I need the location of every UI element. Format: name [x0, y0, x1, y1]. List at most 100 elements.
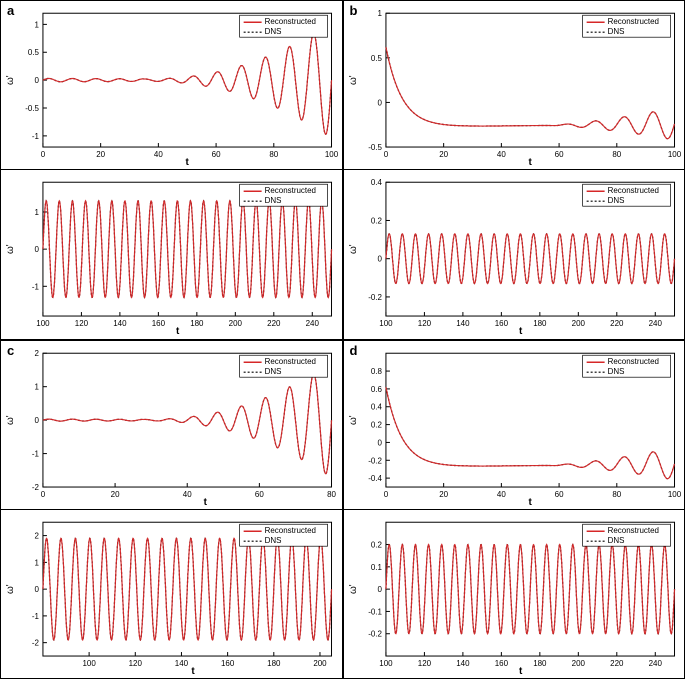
- svg-text:240: 240: [648, 319, 662, 328]
- svg-text:180: 180: [533, 319, 547, 328]
- svg-text:Reconstructed: Reconstructed: [607, 17, 658, 26]
- panel-label-b: b: [350, 3, 358, 18]
- svg-text:0: 0: [383, 150, 388, 159]
- svg-text:-2: -2: [32, 638, 40, 647]
- svg-text:t: t: [191, 666, 195, 677]
- svg-text:60: 60: [255, 490, 264, 499]
- svg-text:DNS: DNS: [607, 536, 624, 545]
- svg-text:1: 1: [35, 20, 40, 29]
- svg-text:ω': ω': [5, 584, 16, 594]
- svg-text:200: 200: [571, 659, 585, 668]
- svg-text:0.1: 0.1: [370, 563, 382, 572]
- svg-text:Reconstructed: Reconstructed: [607, 526, 658, 535]
- svg-text:-0.5: -0.5: [25, 104, 39, 113]
- svg-text:0: 0: [35, 585, 40, 594]
- svg-text:0: 0: [383, 490, 388, 499]
- svg-text:140: 140: [175, 659, 189, 668]
- svg-text:-1: -1: [32, 283, 40, 292]
- panel-a-top: 020406080100-1-0.500.51tω'ReconstructedD…: [1, 1, 342, 169]
- svg-text:200: 200: [313, 659, 327, 668]
- svg-text:Reconstructed: Reconstructed: [607, 357, 658, 366]
- svg-text:160: 160: [494, 659, 508, 668]
- svg-text:ω': ω': [347, 244, 358, 254]
- svg-text:80: 80: [612, 150, 621, 159]
- svg-text:40: 40: [496, 490, 505, 499]
- svg-text:0: 0: [41, 150, 46, 159]
- svg-text:ω': ω': [347, 75, 358, 85]
- panel-d: d 020406080100-0.4-0.200.20.40.60.8tω'Re…: [343, 340, 685, 679]
- svg-text:DNS: DNS: [607, 27, 624, 36]
- svg-text:160: 160: [152, 319, 166, 328]
- panel-c: c 020406080-2-1012tω'ReconstructedDNS 10…: [0, 340, 343, 679]
- svg-text:160: 160: [494, 319, 508, 328]
- svg-text:DNS: DNS: [265, 536, 282, 545]
- svg-text:Reconstructed: Reconstructed: [265, 17, 316, 26]
- svg-text:100: 100: [379, 659, 393, 668]
- svg-text:200: 200: [229, 319, 243, 328]
- svg-text:120: 120: [417, 659, 431, 668]
- svg-text:0.2: 0.2: [370, 540, 382, 549]
- svg-text:40: 40: [154, 150, 163, 159]
- svg-text:DNS: DNS: [607, 367, 624, 376]
- svg-text:160: 160: [221, 659, 235, 668]
- svg-text:0.5: 0.5: [370, 54, 382, 63]
- svg-text:Reconstructed: Reconstructed: [265, 357, 316, 366]
- svg-text:-1: -1: [32, 449, 40, 458]
- svg-text:-2: -2: [32, 483, 40, 492]
- svg-text:240: 240: [306, 319, 320, 328]
- svg-text:ω': ω': [5, 244, 16, 254]
- svg-text:DNS: DNS: [265, 196, 282, 205]
- svg-text:220: 220: [610, 319, 624, 328]
- svg-text:20: 20: [96, 150, 105, 159]
- svg-text:-1: -1: [32, 612, 40, 621]
- svg-text:120: 120: [417, 319, 431, 328]
- panel-b-top: 020406080100-0.500.51tω'ReconstructedDNS: [344, 1, 685, 169]
- svg-text:100: 100: [325, 150, 339, 159]
- svg-text:0.4: 0.4: [370, 402, 382, 411]
- svg-text:180: 180: [267, 659, 281, 668]
- svg-text:80: 80: [327, 490, 336, 499]
- svg-text:0.8: 0.8: [370, 367, 382, 376]
- svg-text:60: 60: [212, 150, 221, 159]
- svg-text:0.2: 0.2: [370, 217, 382, 226]
- svg-text:20: 20: [439, 490, 448, 499]
- svg-text:120: 120: [75, 319, 89, 328]
- svg-text:2: 2: [35, 349, 40, 358]
- svg-text:200: 200: [571, 319, 585, 328]
- panel-d-bottom: 100120140160180200220240-0.2-0.100.10.2t…: [344, 509, 685, 678]
- chart-grid: a 020406080100-1-0.500.51tω'Reconstructe…: [0, 0, 685, 679]
- svg-text:Reconstructed: Reconstructed: [265, 526, 316, 535]
- svg-text:120: 120: [129, 659, 143, 668]
- svg-text:140: 140: [456, 659, 470, 668]
- svg-text:0: 0: [35, 245, 40, 254]
- svg-text:DNS: DNS: [607, 196, 624, 205]
- svg-text:t: t: [518, 326, 522, 337]
- panel-c-top: 020406080-2-1012tω'ReconstructedDNS: [1, 341, 342, 509]
- svg-text:20: 20: [111, 490, 120, 499]
- svg-text:-0.5: -0.5: [368, 143, 382, 152]
- svg-text:DNS: DNS: [265, 27, 282, 36]
- svg-text:t: t: [186, 157, 190, 168]
- svg-text:t: t: [518, 666, 522, 677]
- svg-text:80: 80: [612, 490, 621, 499]
- svg-text:0: 0: [35, 416, 40, 425]
- svg-text:20: 20: [439, 150, 448, 159]
- svg-text:0.2: 0.2: [370, 420, 382, 429]
- panel-a: a 020406080100-1-0.500.51tω'Reconstructe…: [0, 0, 343, 340]
- svg-text:1: 1: [35, 382, 40, 391]
- svg-text:180: 180: [190, 319, 204, 328]
- svg-text:ω': ω': [5, 75, 16, 85]
- svg-text:100: 100: [667, 150, 681, 159]
- svg-text:100: 100: [82, 659, 96, 668]
- svg-text:t: t: [528, 497, 532, 508]
- svg-text:0: 0: [35, 76, 40, 85]
- svg-text:240: 240: [648, 659, 662, 668]
- svg-text:t: t: [204, 497, 208, 508]
- svg-text:100: 100: [379, 319, 393, 328]
- svg-text:t: t: [176, 326, 180, 337]
- svg-text:100: 100: [667, 490, 681, 499]
- svg-text:100: 100: [36, 319, 50, 328]
- svg-text:ω': ω': [347, 415, 358, 425]
- svg-text:1: 1: [35, 558, 40, 567]
- svg-text:0: 0: [41, 490, 46, 499]
